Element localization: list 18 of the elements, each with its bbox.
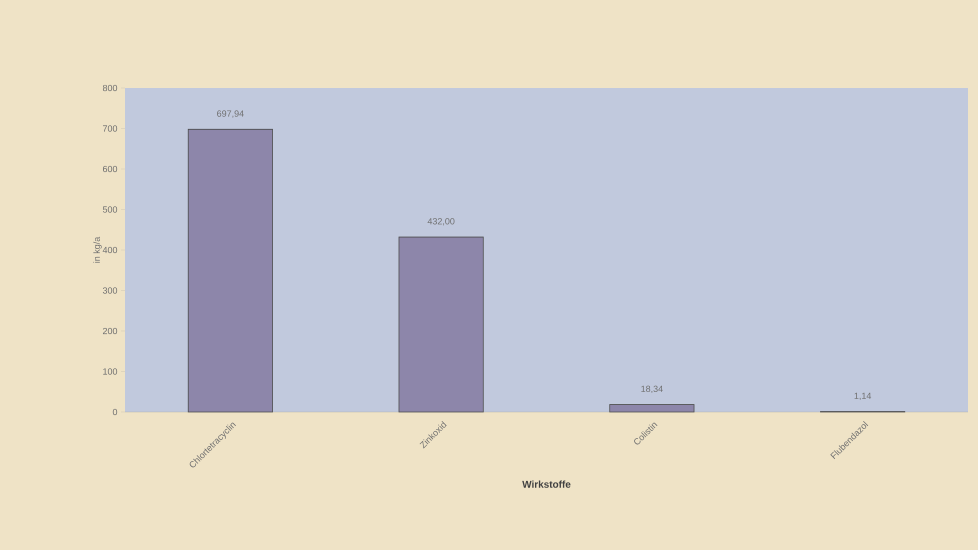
y-tick-label: 400 <box>102 246 118 254</box>
y-tick-label: 600 <box>102 166 118 172</box>
bar <box>609 404 694 412</box>
data-label: 1,14 <box>854 392 872 400</box>
y-axis-title: in kg/a <box>93 236 102 263</box>
data-label: 432,00 <box>428 218 454 226</box>
data-label: 697,94 <box>217 110 244 118</box>
y-tick-label: 200 <box>102 328 118 334</box>
bar <box>188 128 273 412</box>
y-tick-label: 300 <box>102 287 118 294</box>
y-tick-label: 100 <box>103 368 118 375</box>
y-tick-label: 0 <box>112 408 118 416</box>
y-tick-label: 700 <box>102 125 118 132</box>
data-label: 18,34 <box>641 386 663 394</box>
bar <box>398 236 484 412</box>
y-tick-label: 500 <box>102 206 118 213</box>
x-axis-title: Wirkstoffe <box>522 480 570 488</box>
y-tick-label: 800 <box>102 84 118 92</box>
